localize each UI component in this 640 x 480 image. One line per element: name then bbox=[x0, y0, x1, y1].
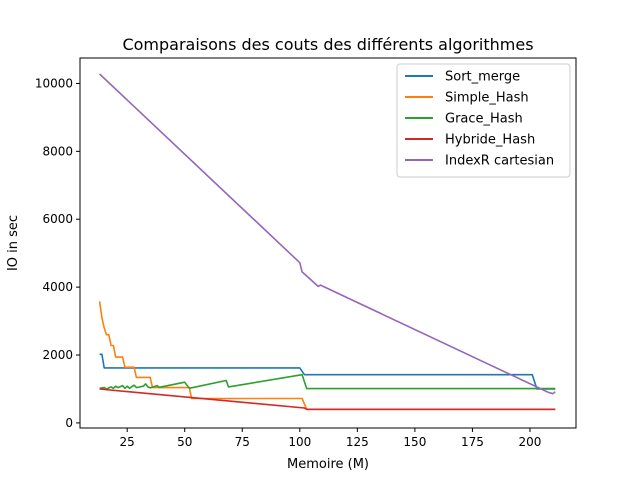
legend-box bbox=[396, 63, 571, 178]
x-axis-label: Memoire (M) bbox=[287, 457, 369, 472]
y-tick-label: 6000 bbox=[42, 212, 73, 226]
y-tick-label: 2000 bbox=[42, 348, 73, 362]
legend-label: Simple_Hash bbox=[445, 91, 529, 106]
chart-title: Comparaisons des couts des différents al… bbox=[122, 35, 533, 54]
x-tick-label: 200 bbox=[519, 435, 542, 449]
legend-label: Sort_merge bbox=[445, 70, 520, 85]
legend-item-simple-hash: Simple_Hash bbox=[405, 91, 529, 106]
series-line-hybride-hash bbox=[99, 388, 556, 411]
x-tick-label: 100 bbox=[288, 435, 311, 449]
x-axis-ticks: 25 50 75 100 125 150 175 200 bbox=[120, 428, 542, 449]
x-tick-label: 75 bbox=[235, 435, 250, 449]
x-tick-label: 175 bbox=[461, 435, 484, 449]
y-axis-ticks: 0 2000 4000 6000 8000 10000 bbox=[35, 76, 80, 430]
legend-label: IndexR cartesian bbox=[445, 154, 554, 169]
legend-label: Hybride_Hash bbox=[445, 133, 535, 148]
series-line-indexr-cartesian bbox=[99, 73, 556, 395]
series-line-simple-hash bbox=[98, 301, 556, 411]
series-line-grace-hash bbox=[99, 373, 556, 390]
y-tick-label: 4000 bbox=[42, 280, 73, 294]
axes-frame bbox=[79, 57, 577, 429]
y-axis-label: IO in sec bbox=[6, 215, 21, 271]
legend-label: Grace_Hash bbox=[445, 112, 523, 127]
legend: Sort_merge Simple_Hash Grace_Hash Hybride_H… bbox=[396, 63, 571, 178]
x-tick-label: 50 bbox=[177, 435, 192, 449]
legend-item-grace-hash: Grace_Hash bbox=[405, 112, 523, 127]
y-tick-label: 8000 bbox=[42, 144, 73, 158]
y-tick-label: 0 bbox=[65, 416, 73, 430]
legend-item-hybride-hash: Hybride_Hash bbox=[405, 133, 535, 148]
series-layer bbox=[98, 73, 556, 411]
legend-item-sort-merge: Sort_merge bbox=[405, 70, 520, 85]
x-tick-label: 150 bbox=[403, 435, 426, 449]
y-tick-label: 10000 bbox=[35, 76, 73, 90]
x-tick-label: 125 bbox=[346, 435, 369, 449]
legend-item-indexr-cartesian: IndexR cartesian bbox=[405, 154, 554, 169]
x-tick-label: 25 bbox=[120, 435, 135, 449]
